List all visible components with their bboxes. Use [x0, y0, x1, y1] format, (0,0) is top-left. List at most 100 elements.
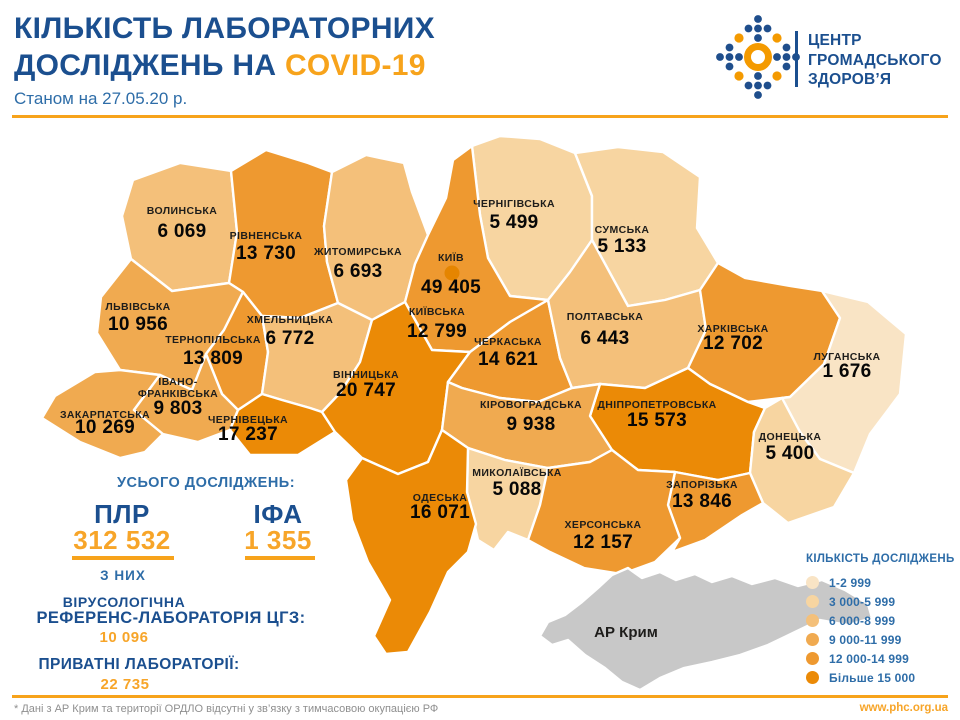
legend-item-label: 12 000-14 999: [829, 651, 910, 666]
region-dnipro-value: 15 573: [627, 410, 687, 431]
reference-lab-label-line2: РЕФЕРЕНС-ЛАБОРАТОРІЯ ЦГЗ:: [36, 609, 306, 627]
region-zhytomyr-value: 6 693: [333, 261, 382, 282]
region-luhansk-value: 1 676: [822, 361, 871, 382]
logo-line2: ГРОМАДСЬКОГО: [808, 51, 942, 69]
kyiv-city-dot: [444, 265, 460, 281]
legend-swatch-icon: [806, 576, 819, 589]
legend-item: 1-2 999: [806, 573, 955, 592]
region-luhansk-name: ЛУГАНСЬКА: [813, 351, 880, 363]
date-subtitle: Станом на 27.05.20 р.: [14, 89, 188, 108]
region-dnipro-name: ДНІПРОПЕТРОВСЬКА: [597, 399, 716, 411]
title-line1: КІЛЬКІСТЬ ЛАБОРАТОРНИХ: [14, 12, 435, 45]
region-chernivtsi-name: ЧЕРНІВЕЦЬКА: [208, 414, 288, 426]
elisa-label: ІФА: [253, 499, 303, 529]
region-donetsk-value: 5 400: [765, 443, 814, 464]
region-crimea: [538, 566, 874, 692]
region-kyiv-obl-value: 12 799: [407, 321, 467, 342]
private-labs-label: ПРИВАТНІ ЛАБОРАТОРІЇ:: [38, 656, 240, 673]
region-kherson-value: 12 157: [573, 532, 633, 553]
region-odesa: [344, 428, 478, 656]
region-odesa-name: ОДЕСЬКА: [413, 492, 467, 504]
region-volyn-value: 6 069: [157, 221, 206, 242]
reference-lab-label-line1: ВІРУСОЛОГІЧНА: [62, 594, 186, 610]
logo-line1: ЦЕНТР: [808, 32, 862, 49]
region-poltava-value: 6 443: [580, 328, 629, 349]
region-kherson: [526, 448, 682, 576]
logo-wordmark: ЦЕНТР ГРОМАДСЬКОГО ЗДОРОВ’Я: [808, 31, 942, 90]
legend-title: КІЛЬКІСТЬ ДОСЛІДЖЕНЬ: [806, 553, 955, 565]
region-ivano-frankivsk: [132, 352, 240, 444]
region-chernihiv-value: 5 499: [489, 212, 538, 233]
region-sumy-name: СУМСЬКА: [595, 224, 650, 236]
region-cherkasy-value: 14 621: [478, 349, 538, 370]
legend-item-label: Більше 15 000: [829, 670, 916, 685]
region-zakarpattia-value: 10 269: [75, 417, 135, 438]
website-link[interactable]: www.phc.org.ua: [859, 702, 948, 714]
elisa-underline: [245, 556, 315, 560]
legend-item: 6 000-8 999: [806, 611, 955, 630]
legend-swatch-icon: [806, 595, 819, 608]
region-odesa-value: 16 071: [410, 502, 470, 523]
region-volyn-name: ВОЛИНСЬКА: [147, 205, 217, 217]
region-rivne-name: РІВНЕНСЬКА: [230, 230, 303, 242]
footer-divider: [12, 695, 948, 698]
region-lviv-value: 10 956: [108, 314, 168, 335]
region-donetsk-name: ДОНЕЦЬКА: [759, 431, 822, 443]
legend-item: Більше 15 000: [806, 668, 955, 687]
region-kyiv-obl-name: КИЇВСЬКА: [409, 305, 465, 318]
legend-item: 12 000-14 999: [806, 649, 955, 668]
region-ternopil-value: 13 809: [183, 348, 243, 369]
region-chernivtsi-value: 17 237: [218, 424, 278, 445]
totals-title: УСЬОГО ДОСЛІДЖЕНЬ:: [116, 475, 296, 491]
region-ivano-frankivsk-name: ІВАНО-: [158, 376, 197, 388]
reference-lab-value: 10 096: [99, 629, 149, 646]
legend-item-label: 9 000-11 999: [829, 632, 902, 647]
pcr-underline: [72, 556, 174, 560]
region-chernihiv-name: ЧЕРНІГІВСЬКА: [473, 198, 555, 210]
logo-line3: ЗДОРОВ’Я: [808, 71, 892, 88]
region-kyiv-city-value: 49 405: [421, 277, 481, 298]
page-title: КІЛЬКІСТЬ ЛАБОРАТОРНИХ ДОСЛІДЖЕНЬ НА COV…: [14, 10, 435, 84]
header-divider: [12, 115, 948, 118]
legend-item-label: 3 000-5 999: [829, 594, 896, 609]
region-vinnytsia-name: ВІННИЦЬКА: [333, 369, 399, 381]
pcr-value: 312 532: [73, 525, 171, 555]
legend-item-label: 1-2 999: [829, 575, 872, 590]
legend-swatch-icon: [806, 652, 819, 665]
legend-item: 9 000-11 999: [806, 630, 955, 649]
legend-swatch-icon: [806, 671, 819, 684]
title-covid: COVID-19: [284, 49, 426, 82]
logo-divider: [795, 31, 798, 87]
map-regions-layer: [40, 134, 908, 692]
pcr-label: ПЛР: [94, 499, 150, 529]
region-mykolaiv-value: 5 088: [492, 479, 541, 500]
legend-swatch-icon: [806, 614, 819, 627]
region-ivano-frankivsk-value: 9 803: [153, 398, 202, 419]
region-kherson-name: ХЕРСОНСЬКА: [565, 519, 642, 531]
region-kyiv-city-name: КИЇВ: [438, 251, 464, 264]
region-rivne-value: 13 730: [236, 243, 296, 264]
region-cherkasy-name: ЧЕРКАСЬКА: [474, 336, 542, 348]
phc-logo-icon: [716, 15, 800, 99]
title-line2: ДОСЛІДЖЕНЬ НА: [14, 49, 285, 82]
region-kirovohrad-value: 9 938: [506, 414, 555, 435]
region-mykolaiv-name: МИКОЛАЇВСЬКА: [472, 466, 562, 479]
region-khmelnytskyi-name: ХМЕЛЬНИЦЬКА: [247, 314, 333, 326]
region-khmelnytskyi-value: 6 772: [265, 328, 314, 349]
elisa-value: 1 355: [244, 525, 312, 555]
region-kharkiv-name: ХАРКІВСЬКА: [697, 323, 768, 335]
region-vinnytsia-value: 20 747: [336, 380, 396, 401]
region-sumy-value: 5 133: [597, 236, 646, 257]
footnote: * Дані з АР Крим та території ОРДЛО відс…: [14, 703, 439, 715]
legend: КІЛЬКІСТЬ ДОСЛІДЖЕНЬ 1-2 999 3 000-5 999 6…: [806, 553, 955, 687]
region-crimea-name: АР Крим: [594, 624, 658, 641]
region-ivano-frankivsk-name-line2: ФРАНКІВСЬКА: [138, 388, 218, 400]
region-zhytomyr-name: ЖИТОМИРСЬКА: [313, 246, 402, 258]
private-labs-value: 22 735: [100, 676, 150, 693]
region-donetsk: [748, 396, 856, 525]
legend-swatch-icon: [806, 633, 819, 646]
region-zaporizhzhia-value: 13 846: [672, 491, 732, 512]
